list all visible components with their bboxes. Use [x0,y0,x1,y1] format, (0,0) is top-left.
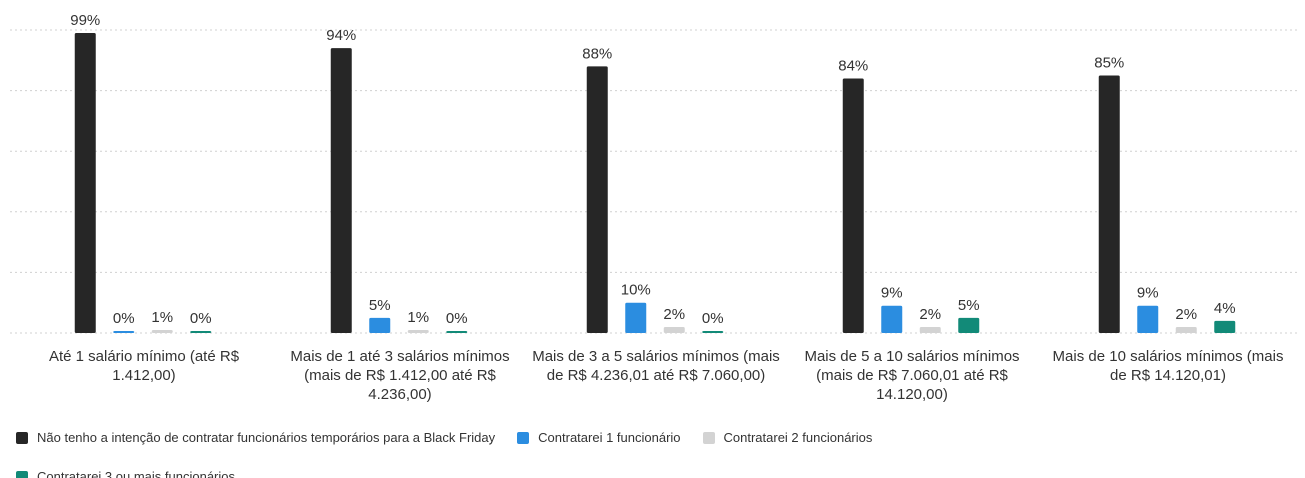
bar [446,331,468,333]
data-label: 9% [881,285,903,302]
bar [919,326,941,333]
bar [958,317,980,333]
data-label: 1% [151,309,173,326]
data-label: 10% [621,282,651,299]
bar [330,48,352,334]
data-label: 88% [582,45,612,62]
data-label: 2% [1175,306,1197,323]
bar [74,33,96,333]
data-label: 0% [190,310,212,327]
bar [663,326,685,333]
x-tick-label: Mais de 10 salários mínimos (mais de R$ … [1052,348,1284,384]
data-label: 5% [369,297,391,314]
data-label: 0% [113,310,135,327]
legend-label: Contratarei 1 funcionário [538,430,681,445]
legend-item: Contratarei 2 funcionários [702,430,873,445]
data-label: 85% [1094,54,1124,71]
data-label: 94% [326,27,356,44]
bar [1137,305,1159,333]
legend: Não tenho a intenção de contratar funcio… [16,430,1286,478]
bar [151,329,173,333]
data-label: 5% [958,297,980,314]
legend-item: Não tenho a intenção de contratar funcio… [16,430,495,445]
bar [1098,75,1120,333]
bar [586,66,608,334]
legend-label: Não tenho a intenção de contratar funcio… [37,430,496,445]
bar [190,331,212,333]
legend-swatch [702,431,715,444]
data-label: 0% [702,310,724,327]
legend-item: Contratarei 3 ou mais funcionários [16,469,235,478]
legend-swatch [16,470,28,478]
legend-item: Contratarei 1 funcionário [517,430,681,445]
x-tick-label: Até 1 salário mínimo (até R$ 1.412,00) [48,348,240,384]
data-label: 4% [1214,300,1236,317]
legend-swatch [517,431,530,444]
data-label: 0% [446,310,468,327]
data-label: 1% [407,309,429,326]
bar [407,329,429,333]
x-tick-label: Mais de 3 a 5 salários mínimos (mais de … [532,348,780,384]
data-label: 99% [70,12,100,29]
data-label: 84% [838,57,868,74]
bar [625,302,647,333]
legend-label: Contratarei 3 ou mais funcionários [37,469,235,478]
x-tick-label: Mais de 5 a 10 salários mínimos (mais de… [804,348,1020,403]
data-label: 2% [919,306,941,323]
bar [1175,326,1197,333]
bar [881,305,903,333]
bar [842,78,864,333]
data-label: 9% [1137,285,1159,302]
bar [702,331,724,333]
legend-swatch [16,431,28,444]
data-label: 2% [663,306,685,323]
legend-label: Contratarei 2 funcionários [723,430,873,445]
x-tick-label: Mais de 1 até 3 salários mínimos (mais d… [290,348,510,403]
bar [369,317,391,333]
bar [113,331,135,333]
bar [1214,320,1236,333]
